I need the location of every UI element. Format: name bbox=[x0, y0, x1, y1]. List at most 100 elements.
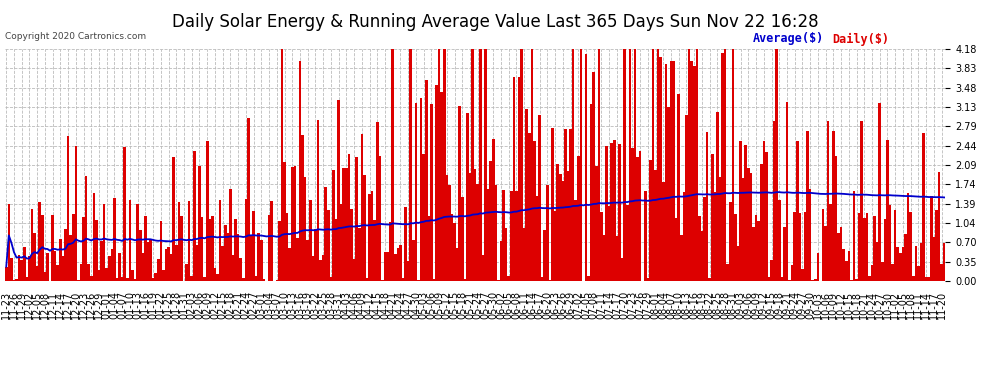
Bar bbox=[142, 253, 145, 281]
Bar bbox=[502, 190, 505, 281]
Bar bbox=[407, 261, 410, 281]
Bar bbox=[248, 118, 249, 281]
Bar bbox=[438, 49, 441, 281]
Bar bbox=[116, 278, 119, 281]
Bar bbox=[106, 268, 108, 281]
Bar bbox=[346, 168, 347, 281]
Bar bbox=[41, 214, 44, 281]
Bar bbox=[688, 49, 690, 281]
Bar bbox=[693, 66, 696, 281]
Bar bbox=[510, 190, 513, 281]
Bar bbox=[672, 61, 675, 281]
Bar bbox=[492, 139, 495, 281]
Bar bbox=[603, 235, 605, 281]
Bar bbox=[51, 215, 53, 281]
Bar bbox=[352, 259, 355, 281]
Bar bbox=[458, 106, 461, 281]
Text: Average($): Average($) bbox=[752, 33, 824, 45]
Bar bbox=[701, 231, 703, 281]
Bar bbox=[139, 230, 142, 281]
Bar bbox=[61, 256, 64, 281]
Bar bbox=[793, 212, 796, 281]
Bar bbox=[830, 204, 832, 281]
Bar bbox=[327, 210, 330, 281]
Bar bbox=[317, 120, 320, 281]
Bar bbox=[333, 170, 335, 281]
Bar bbox=[608, 206, 611, 281]
Bar bbox=[904, 234, 907, 281]
Bar bbox=[832, 131, 835, 281]
Bar bbox=[760, 164, 762, 281]
Bar bbox=[495, 186, 497, 281]
Bar bbox=[69, 235, 72, 281]
Bar bbox=[804, 212, 806, 281]
Bar bbox=[100, 240, 103, 281]
Bar bbox=[844, 261, 847, 281]
Bar bbox=[159, 221, 162, 281]
Bar bbox=[286, 213, 288, 281]
Bar bbox=[585, 54, 587, 281]
Bar bbox=[618, 144, 621, 281]
Bar bbox=[132, 270, 134, 281]
Bar bbox=[773, 121, 775, 281]
Bar bbox=[716, 112, 719, 281]
Bar bbox=[325, 188, 327, 281]
Bar bbox=[386, 252, 389, 281]
Bar bbox=[211, 216, 214, 281]
Bar bbox=[371, 191, 373, 281]
Bar bbox=[363, 175, 365, 281]
Bar bbox=[852, 191, 855, 281]
Bar bbox=[394, 254, 397, 281]
Bar bbox=[180, 216, 183, 281]
Bar bbox=[56, 265, 59, 281]
Bar bbox=[590, 104, 592, 281]
Bar bbox=[340, 204, 343, 281]
Bar bbox=[806, 131, 809, 281]
Bar bbox=[840, 226, 842, 281]
Bar bbox=[417, 280, 420, 281]
Bar bbox=[420, 98, 423, 281]
Bar bbox=[31, 209, 34, 281]
Bar bbox=[930, 196, 933, 281]
Bar bbox=[928, 277, 930, 281]
Bar bbox=[381, 279, 384, 281]
Bar bbox=[592, 72, 595, 281]
Bar bbox=[644, 191, 646, 281]
Bar bbox=[66, 136, 69, 281]
Bar bbox=[254, 276, 257, 281]
Bar bbox=[172, 156, 175, 281]
Bar bbox=[667, 107, 670, 281]
Bar bbox=[714, 192, 716, 281]
Bar bbox=[680, 235, 683, 281]
Bar bbox=[18, 255, 21, 281]
Bar bbox=[154, 273, 157, 281]
Bar bbox=[13, 280, 15, 281]
Bar bbox=[881, 262, 884, 281]
Bar bbox=[923, 133, 925, 281]
Bar bbox=[847, 251, 850, 281]
Bar bbox=[36, 266, 39, 281]
Bar bbox=[899, 253, 902, 281]
Bar bbox=[752, 227, 754, 281]
Bar bbox=[193, 151, 196, 281]
Bar bbox=[551, 128, 553, 281]
Bar bbox=[865, 213, 868, 281]
Bar bbox=[111, 249, 113, 281]
Bar bbox=[145, 216, 147, 281]
Bar bbox=[373, 220, 376, 281]
Bar bbox=[907, 193, 910, 281]
Bar bbox=[397, 248, 399, 281]
Bar bbox=[719, 177, 722, 281]
Bar bbox=[605, 146, 608, 281]
Bar bbox=[126, 278, 129, 281]
Bar bbox=[786, 102, 788, 281]
Bar bbox=[206, 141, 209, 281]
Bar bbox=[320, 260, 322, 281]
Bar bbox=[82, 217, 85, 281]
Bar bbox=[291, 167, 294, 281]
Bar bbox=[21, 260, 23, 281]
Bar bbox=[23, 247, 26, 281]
Bar bbox=[90, 276, 92, 281]
Bar bbox=[443, 49, 446, 281]
Bar bbox=[577, 156, 579, 281]
